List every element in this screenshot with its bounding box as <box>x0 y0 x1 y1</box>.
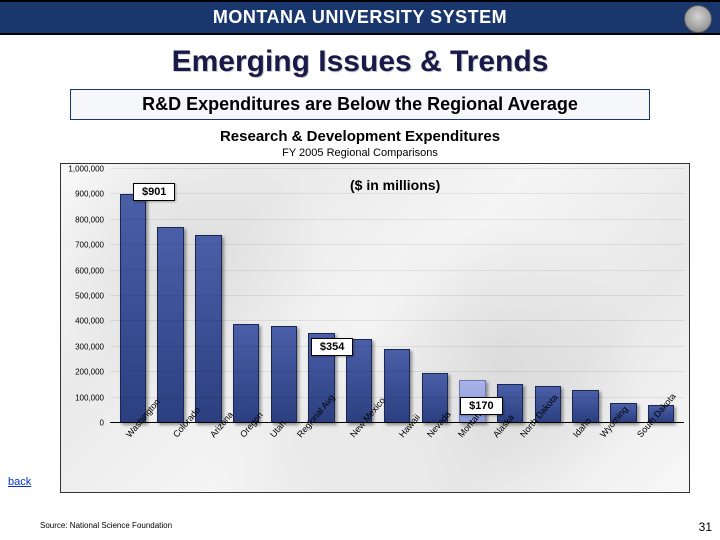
gridline <box>110 295 684 296</box>
y-tick-label: 200,000 <box>75 368 104 377</box>
gridline <box>110 168 684 169</box>
gridline <box>110 320 684 321</box>
y-tick-label: 500,000 <box>75 292 104 301</box>
y-tick-label: 600,000 <box>75 266 104 275</box>
gridline <box>110 346 684 347</box>
bar-slot <box>529 169 567 423</box>
chart-area: 0 100,000 200,000 300,000 400,000 500,000 600,… <box>60 163 690 493</box>
y-tick-label: 800,000 <box>75 215 104 224</box>
gridline <box>110 244 684 245</box>
bar-slot <box>303 169 341 423</box>
bar-slot <box>416 169 454 423</box>
bar-slot <box>642 169 680 423</box>
gridline <box>110 371 684 372</box>
source-text: Source: National Science Foundation <box>40 521 172 530</box>
plot-area <box>110 169 684 423</box>
y-tick-label: 100,000 <box>75 393 104 402</box>
y-tick-label: 1,000,000 <box>68 165 104 174</box>
subtitle-text: R&D Expenditures are Below the Regional … <box>142 94 578 114</box>
bar-slot <box>378 169 416 423</box>
bar <box>120 194 146 423</box>
gridline <box>110 193 684 194</box>
page-number: 31 <box>699 520 712 534</box>
bar-slot <box>189 169 227 423</box>
y-tick-label: 700,000 <box>75 241 104 250</box>
bar-slot <box>491 169 529 423</box>
bar-slot <box>152 169 190 423</box>
x-axis-labels: WashingtonColoradoArizonaOregonUtahRegio… <box>110 425 684 493</box>
bar-slot <box>454 169 492 423</box>
bars-container <box>110 169 684 423</box>
back-link[interactable]: back <box>8 476 31 488</box>
y-tick-label: 0 <box>100 419 104 428</box>
bar-slot <box>605 169 643 423</box>
bar-slot <box>340 169 378 423</box>
bar <box>233 324 259 423</box>
subtitle-box: R&D Expenditures are Below the Regional … <box>70 89 650 120</box>
header-title: MONTANA UNIVERSITY SYSTEM <box>213 7 507 28</box>
bar-slot <box>227 169 265 423</box>
gridline <box>110 397 684 398</box>
gridline <box>110 270 684 271</box>
chart-subtitle: FY 2005 Regional Comparisons <box>0 147 720 159</box>
y-tick-label: 300,000 <box>75 342 104 351</box>
y-axis: 0100,000200,000300,000400,000500,000600,… <box>60 169 108 423</box>
unit-label: ($ in millions) <box>350 177 440 193</box>
bar <box>195 235 221 423</box>
y-tick-label: 400,000 <box>75 317 104 326</box>
chart-title: Research & Development Expenditures <box>0 128 720 145</box>
bar-slot <box>567 169 605 423</box>
seal-icon <box>684 5 712 33</box>
page-title: Emerging Issues & Trends <box>0 45 720 79</box>
bar-slot <box>114 169 152 423</box>
header-bar: MONTANA UNIVERSITY SYSTEM <box>0 0 720 35</box>
bar <box>157 227 183 423</box>
bar <box>271 326 297 423</box>
bar-slot <box>265 169 303 423</box>
gridline <box>110 219 684 220</box>
y-tick-label: 900,000 <box>75 190 104 199</box>
